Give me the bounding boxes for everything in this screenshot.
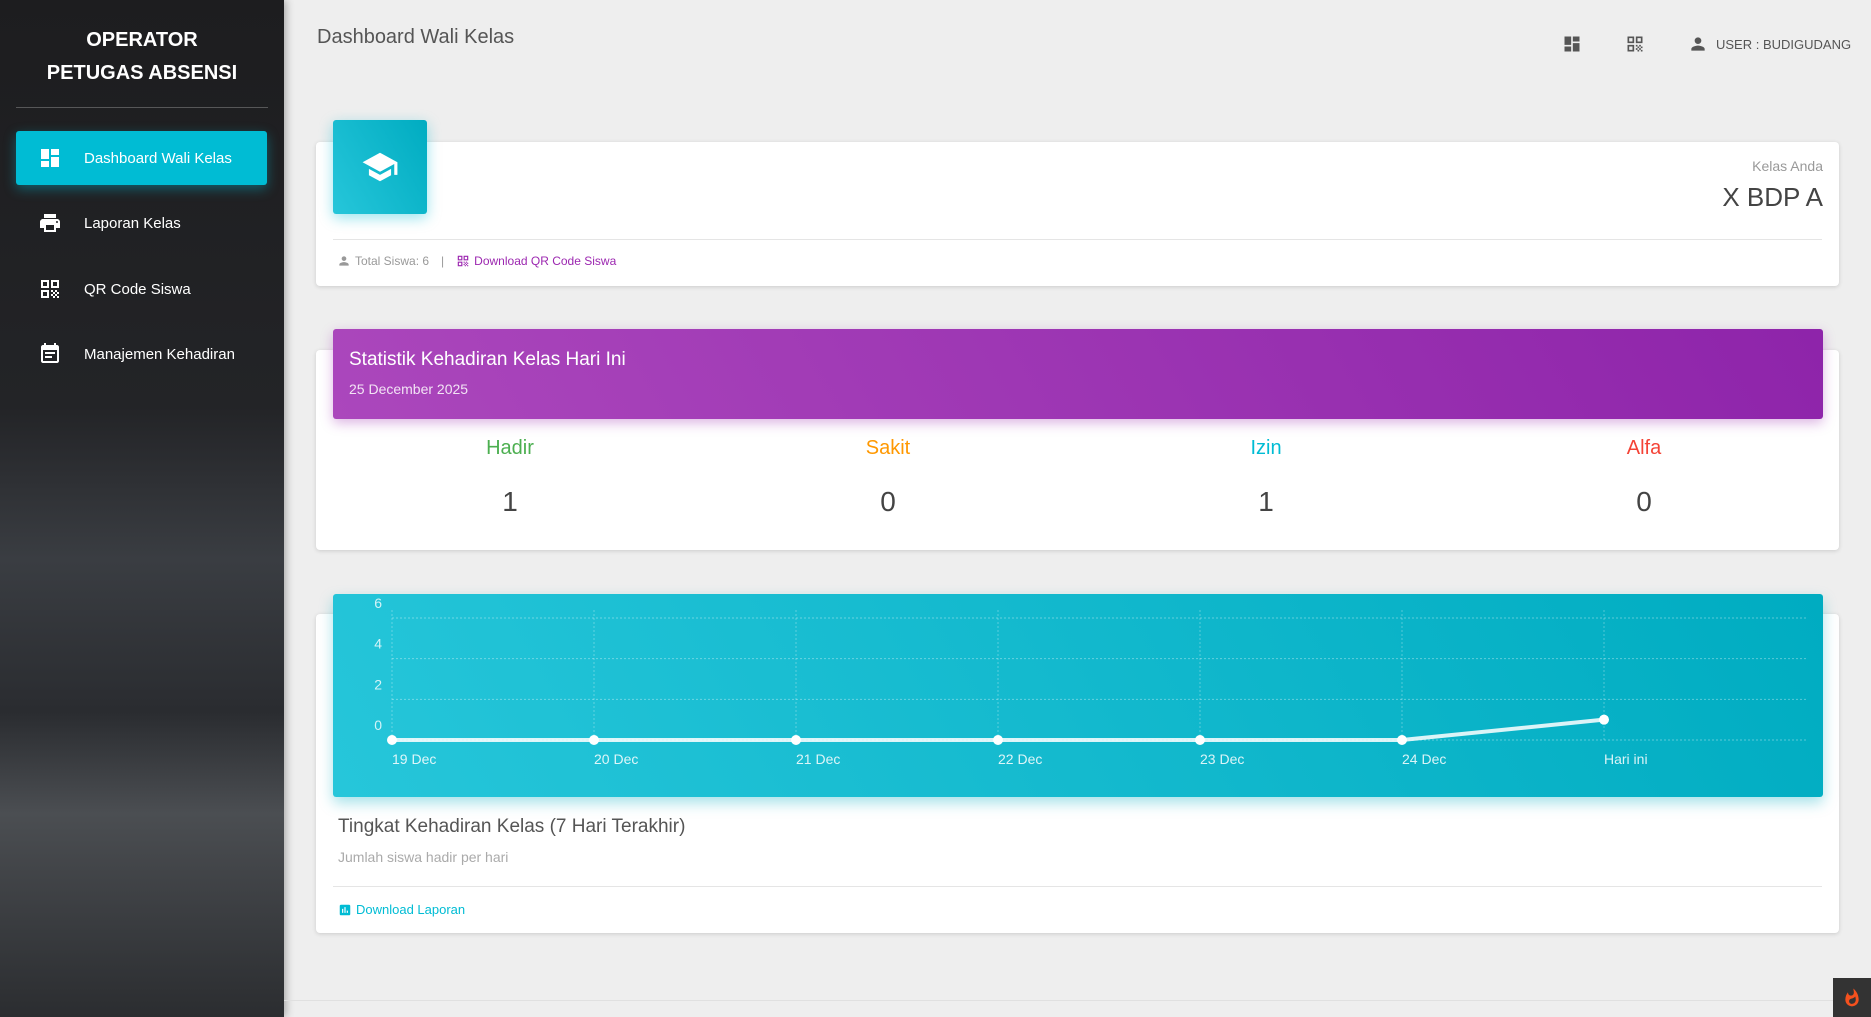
sidebar-item-label: QR Code Siswa	[84, 280, 191, 298]
stats-date: 25 December 2025	[349, 381, 469, 397]
data-point	[1195, 735, 1205, 745]
user-icon	[1691, 37, 1705, 51]
qr-code-button[interactable]	[1625, 34, 1645, 54]
chart-title: Tingkat Kehadiran Kelas (7 Hari Terakhir…	[338, 816, 686, 837]
graduation-cap-icon	[362, 152, 398, 182]
qr-code-icon	[41, 280, 59, 298]
attendance-line-chart: 6 4 2 0 19 Dec 20 Dec 21 Dec 22 Dec 23 Dec 24 Dec…	[374, 595, 1808, 767]
page-title: Dashboard Wali Kelas	[317, 26, 515, 48]
dashboard-icon	[1564, 36, 1580, 52]
stat-value: 0	[1636, 486, 1652, 517]
download-laporan-label: Download Laporan	[356, 902, 466, 917]
debug-toolbar-button[interactable]	[1833, 978, 1871, 1017]
divider	[333, 886, 1822, 887]
stat-value: 0	[880, 486, 896, 517]
stat-izin: Izin 1	[1077, 437, 1455, 518]
total-siswa: Total Siswa: 6	[355, 254, 430, 268]
data-point	[993, 735, 1003, 745]
sidebar-item-label: Laporan Kelas	[84, 214, 181, 232]
download-laporan-link[interactable]: Download Laporan	[338, 902, 465, 917]
data-point	[1599, 714, 1609, 725]
divider	[16, 107, 268, 108]
download-qr-link[interactable]: Download QR Code Siswa	[456, 254, 616, 268]
stats-header: Statistik Kehadiran Kelas Hari Ini 25 De…	[333, 329, 1823, 419]
qr-code-icon	[1627, 36, 1643, 52]
x-tick-label: 22 Dec	[998, 751, 1042, 767]
qr-code-icon	[457, 255, 469, 267]
dashboard-icon	[41, 149, 59, 167]
divider	[333, 239, 1822, 240]
x-tick-label: Hari ini	[1604, 751, 1648, 767]
footer-divider	[284, 1000, 1871, 1001]
dashboard-button[interactable]	[1562, 34, 1582, 54]
brand-line-1: OPERATOR	[86, 29, 198, 51]
user-label: USER : BUDIGUDANG	[1716, 36, 1852, 52]
brand: OPERATOR PETUGAS ABSENSI	[0, 24, 284, 90]
chart-subtitle: Jumlah siswa hadir per hari	[338, 849, 509, 865]
x-tick-label: 20 Dec	[594, 751, 638, 767]
download-qr-label: Download QR Code Siswa	[474, 254, 617, 268]
stat-value: 1	[502, 486, 518, 517]
chart-header: 6 4 2 0 19 Dec 20 Dec 21 Dec 22 Dec 23 Dec 24 Dec…	[333, 594, 1823, 797]
sidebar-item-label: Dashboard Wali Kelas	[84, 149, 232, 167]
x-tick-label: 24 Dec	[1402, 751, 1446, 767]
stats-title: Statistik Kehadiran Kelas Hari Ini	[349, 349, 626, 370]
data-point	[589, 735, 599, 745]
calendar-icon	[41, 343, 59, 363]
user-menu[interactable]: USER : BUDIGUDANG	[1688, 34, 1851, 54]
sidebar-item-dashboard[interactable]: Dashboard Wali Kelas	[16, 131, 267, 185]
y-tick-label: 6	[374, 595, 382, 611]
x-tick-label: 23 Dec	[1200, 751, 1244, 767]
data-point	[791, 735, 801, 745]
printer-icon	[40, 214, 60, 232]
user-icon	[339, 256, 349, 266]
x-tick-label: 21 Dec	[796, 751, 840, 767]
data-point	[387, 735, 397, 745]
x-tick-label: 19 Dec	[392, 751, 436, 767]
sidebar-item-qr-code[interactable]: QR Code Siswa	[16, 262, 267, 316]
class-label: Kelas Anda	[1752, 158, 1823, 174]
stat-label: Izin	[1250, 437, 1282, 459]
y-tick-label: 4	[374, 636, 382, 652]
y-tick-label: 2	[374, 676, 382, 692]
sidebar-item-laporan[interactable]: Laporan Kelas	[16, 196, 267, 250]
class-icon-box	[333, 120, 427, 214]
class-value: X BDP A	[1722, 182, 1823, 212]
stat-value: 1	[1258, 486, 1274, 517]
stat-sakit: Sakit 0	[699, 437, 1077, 518]
stat-label: Alfa	[1626, 437, 1662, 459]
bar-chart-icon	[339, 904, 351, 915]
stat-label: Hadir	[486, 437, 534, 459]
fire-icon	[1845, 988, 1859, 1006]
class-card: Kelas Anda X BDP A Total Siswa: 6 | Down…	[316, 142, 1839, 286]
sidebar: OPERATOR PETUGAS ABSENSI Dashboard Wali …	[0, 0, 284, 1017]
sidebar-item-label: Manajemen Kehadiran	[84, 345, 235, 363]
stat-alfa: Alfa 0	[1455, 437, 1833, 518]
sidebar-item-manajemen-kehadiran[interactable]: Manajemen Kehadiran	[16, 327, 267, 381]
stat-hadir: Hadir 1	[321, 437, 699, 518]
brand-line-2: PETUGAS ABSENSI	[46, 62, 238, 84]
data-point	[1397, 735, 1407, 745]
separator: |	[441, 254, 445, 268]
stat-label: Sakit	[865, 437, 911, 459]
y-tick-label: 0	[374, 717, 382, 733]
